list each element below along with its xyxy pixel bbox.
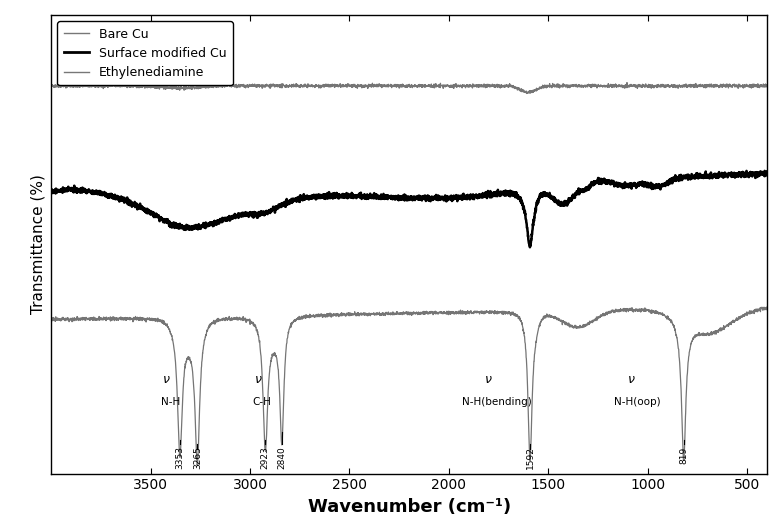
Text: N-H(bending): N-H(bending) (461, 397, 532, 407)
Text: 2923: 2923 (261, 447, 270, 469)
Text: $\nu$: $\nu$ (627, 373, 636, 386)
Text: 3353: 3353 (175, 447, 185, 469)
Legend: Bare Cu, Surface modified Cu, Ethylenediamine: Bare Cu, Surface modified Cu, Ethylenedi… (57, 21, 232, 85)
Text: C-H: C-H (253, 397, 271, 407)
Y-axis label: Transmittance (%): Transmittance (%) (30, 174, 45, 314)
Text: 3265: 3265 (193, 447, 202, 469)
Text: $\nu$: $\nu$ (484, 373, 493, 386)
Text: 819: 819 (680, 447, 688, 464)
Text: $\nu$: $\nu$ (162, 373, 170, 386)
X-axis label: Wavenumber (cm⁻¹): Wavenumber (cm⁻¹) (307, 498, 511, 516)
Text: N-H: N-H (161, 397, 180, 407)
Text: 2840: 2840 (278, 447, 286, 469)
Text: N-H(oop): N-H(oop) (615, 397, 661, 407)
Text: 1592: 1592 (526, 447, 534, 469)
Text: $\nu$: $\nu$ (253, 373, 262, 386)
